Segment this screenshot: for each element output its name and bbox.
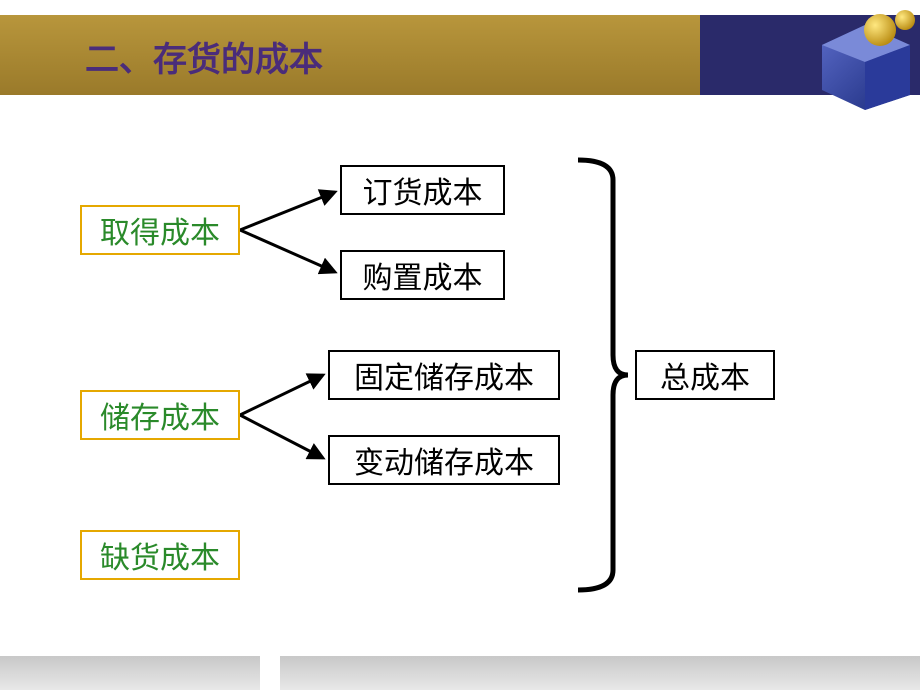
right-node-1: 购置成本 [340,250,505,300]
corner-decoration-icon [810,0,920,110]
left-node-1: 储存成本 [80,390,240,440]
footer-gap [260,656,280,690]
right-node-2: 固定储存成本 [328,350,560,400]
left-node-2: 缺货成本 [80,530,240,580]
right-node-3: 变动储存成本 [328,435,560,485]
footer-bar [0,656,920,690]
left-node-0: 取得成本 [80,205,240,255]
slide-header: 二、存货的成本 [0,0,920,96]
arrow-3 [240,415,323,458]
arrow-0 [240,192,335,230]
arrow-1 [240,230,335,272]
result-node: 总成本 [635,350,775,400]
diagram: 取得成本储存成本缺货成本 订货成本购置成本固定储存成本变动储存成本 总成本 [70,150,850,620]
brace [578,160,628,590]
right-node-0: 订货成本 [340,165,505,215]
arrow-2 [240,375,323,415]
slide-title: 二、存货的成本 [85,32,323,81]
